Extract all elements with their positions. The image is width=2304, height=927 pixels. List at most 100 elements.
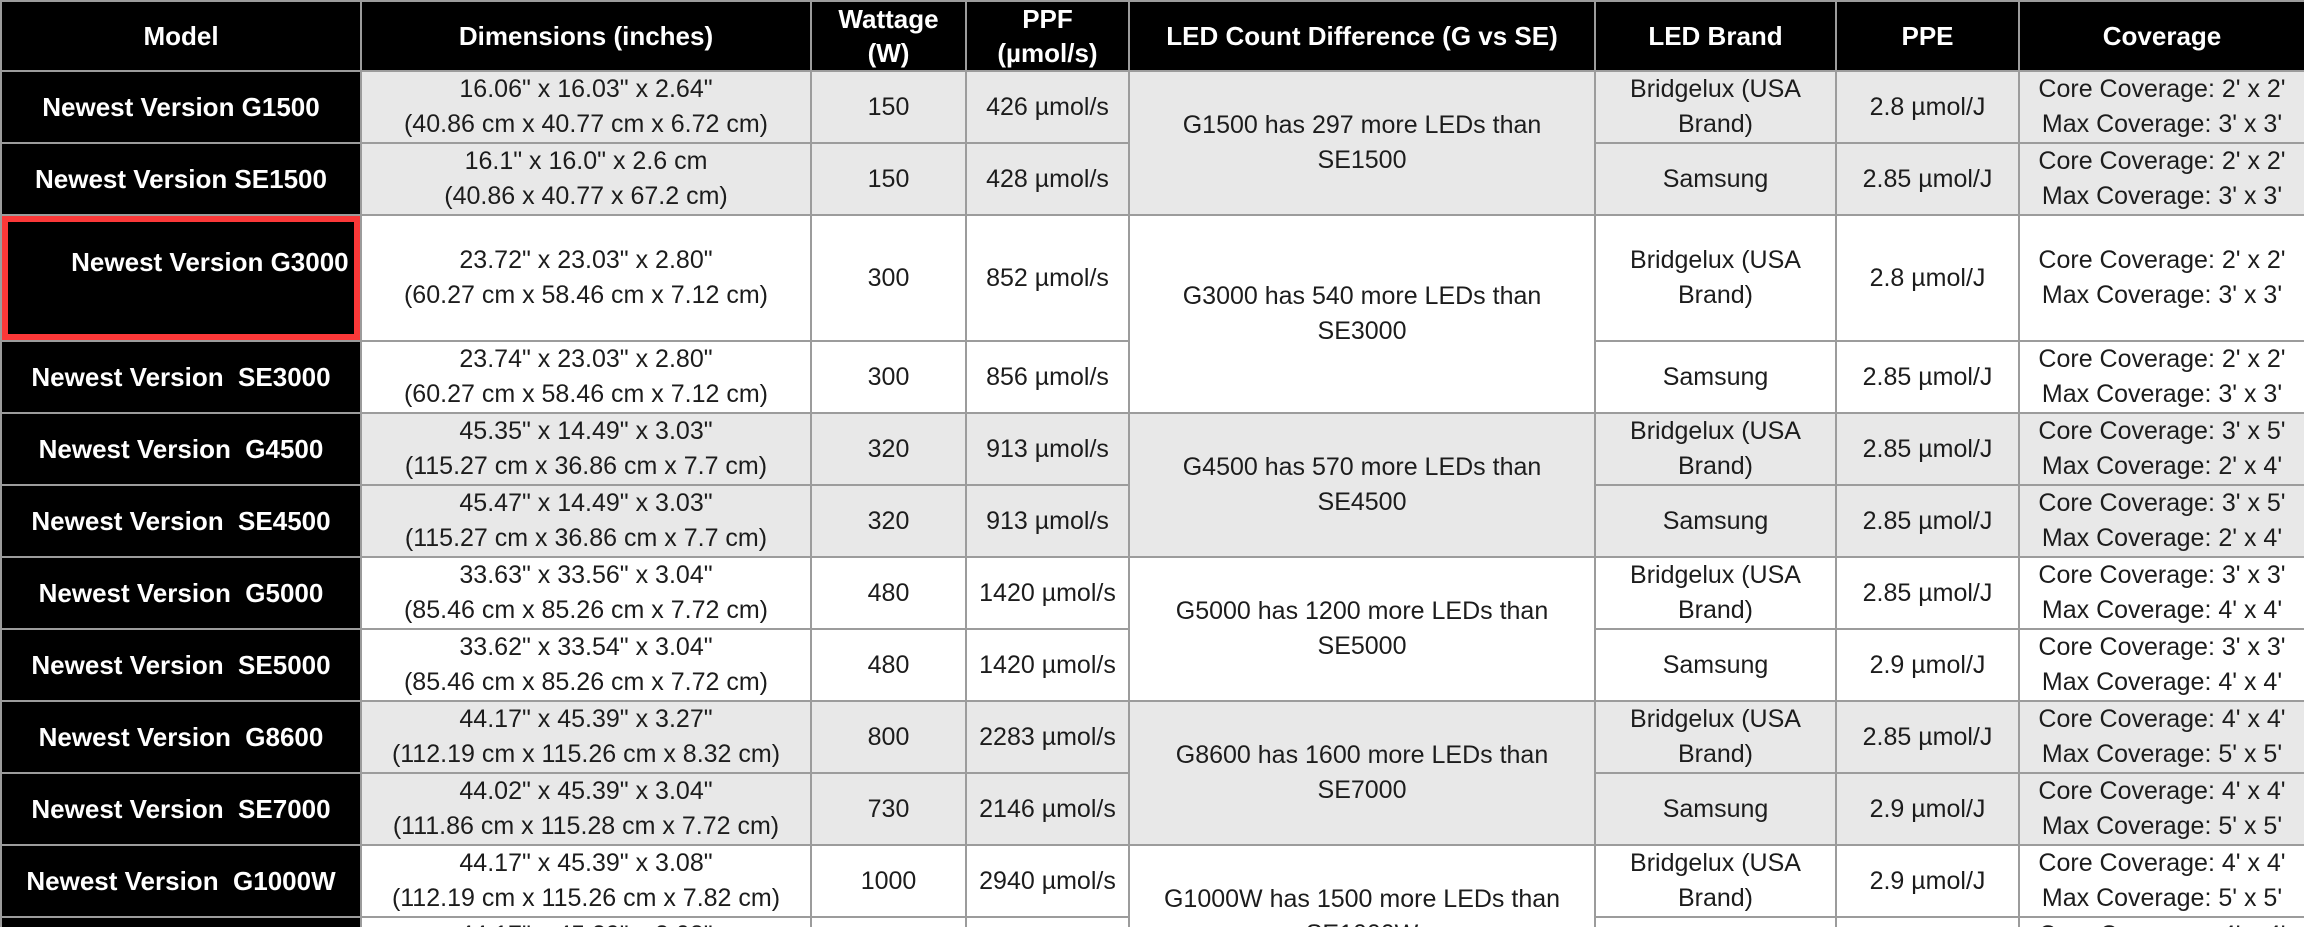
coverage-cell: Core Coverage: 3' x 5' Max Coverage: 2' … [2018,484,2304,558]
wattage-cell: 320 [810,484,967,558]
model-cell: Newest Version SE3000 [0,340,362,414]
core-coverage: Core Coverage: 4' x 4' [2028,919,2296,927]
dimensions-cell: 45.35" x 14.49" x 3.03" (115.27 cm x 36.… [360,412,812,486]
core-coverage: Core Coverage: 4' x 4' [2038,849,2286,877]
core-coverage: Core Coverage: 3' x 5' [2038,489,2286,517]
ppe-cell: 2.85 µmol/J [1835,340,2020,414]
led-brand-cell: Bridgelux (USA Brand) [1594,214,1837,342]
wattage-cell: 320 [810,412,967,486]
table-row-se5000: Newest Version SE5000 33.62" x 33.54" x … [0,628,2304,702]
ppf-cell: 2940 µmol/s [965,916,1130,927]
model-cell: Newest Version SE7000 [0,772,362,846]
coverage-cell: Core Coverage: 2' x 2' Max Coverage: 3' … [2018,340,2304,414]
model-cell: Newest Version G8600 [0,700,362,774]
coverage-cell: Core Coverage: 3' x 5' Max Coverage: 2' … [2018,412,2304,486]
led-diff-cell: G3000 has 540 more LEDs than SE3000 [1128,214,1596,414]
ppe-cell: 2.9 µmol/J [1835,844,2020,918]
ppe-cell: 2.9 µmol/J [1835,772,2020,846]
max-coverage: Max Coverage: 3' x 3' [2041,110,2283,138]
coverage-cell: Core Coverage: 4' x 4' Max Coverage: 5' … [2018,844,2304,918]
led-diff-line2: SE3000 [1317,317,1407,345]
dimensions-cell: 44.17" x 45.39" x 3.08" (112.19 cm x 115… [360,844,812,918]
model-cell: Newest Version SE4500 [0,484,362,558]
wattage-cell: 800 [810,700,967,774]
led-brand-cell: Samsung [1594,142,1837,216]
dimensions-cm: (60.27 cm x 58.46 cm x 7.12 cm) [403,281,769,309]
coverage-cell: Core Coverage: 4' x 4' Max Coverage: 5' … [2018,772,2304,846]
core-coverage: Core Coverage: 2' x 2' [2038,147,2286,175]
model-cell-highlighted: Newest Version G3000 [0,214,362,342]
wattage-cell: 150 [810,142,967,216]
led-diff-line1: G1500 has 297 more LEDs than [1182,111,1542,139]
ppf-cell: 2283 µmol/s [965,700,1130,774]
table-row-se3000: Newest Version SE3000 23.74" x 23.03" x … [0,340,2304,414]
model-cell: Newest Version G1500 [0,70,362,144]
wattage-cell: 300 [810,214,967,342]
led-diff-line1: G8600 has 1600 more LEDs than [1175,741,1549,769]
model-cell: Newest Version SE1000W [0,916,362,927]
max-coverage: Max Coverage: 4' x 4' [2041,596,2283,624]
core-coverage: Core Coverage: 4' x 4' [2038,777,2286,805]
led-brand-cell: Samsung [1594,484,1837,558]
led-diff-cell: G5000 has 1200 more LEDs than SE5000 [1128,556,1596,702]
ppe-cell: 2.9 µmol/J [1835,916,2020,927]
header-led-brand: LED Brand [1594,0,1837,72]
coverage-cell: Core Coverage: 3' x 3' Max Coverage: 4' … [2018,628,2304,702]
dimensions-cm: (115.27 cm x 36.86 cm x 7.7 cm) [404,524,768,552]
led-brand-cell: Bridgelux (USA Brand) [1594,844,1837,918]
dimensions-cell: 16.1" x 16.0" x 2.6 cm (40.86 x 40.77 x … [360,142,812,216]
dimensions-inches: 45.47" x 14.49" x 3.03" [459,489,713,517]
led-brand-cell: Samsung [1594,340,1837,414]
dimensions-cell: 33.63" x 33.56" x 3.04" (85.46 cm x 85.2… [360,556,812,630]
coverage-cell: Core Coverage: 2' x 2' Max Coverage: 3' … [2018,142,2304,216]
dimensions-cell: 44.17" x 45.39" x 3.08" (112.19 cm x 115… [360,916,812,927]
core-coverage: Core Coverage: 2' x 2' [2038,246,2286,274]
header-led-count-difference: LED Count Difference (G vs SE) [1128,0,1596,72]
header-wattage-line1: Wattage [838,4,939,34]
dimensions-cell: 33.62" x 33.54" x 3.04" (85.46 cm x 85.2… [360,628,812,702]
core-coverage: Core Coverage: 4' x 4' [2038,705,2286,733]
table-row-se7000: Newest Version SE7000 44.02" x 45.39" x … [0,772,2304,846]
ppf-cell: 1420 µmol/s [965,628,1130,702]
table-row-g1500: Newest Version G1500 16.06" x 16.03" x 2… [0,70,2304,216]
max-coverage: Max Coverage: 5' x 5' [2041,884,2283,912]
wattage-cell: 1000 [810,844,967,918]
dimensions-inches: 44.02" x 45.39" x 3.04" [459,777,713,805]
ppe-cell: 2.85 µmol/J [1835,142,2020,216]
dimensions-inches: 44.17" x 45.39" x 3.08" [459,849,713,877]
led-brand-cell: Samsung [1594,916,1837,927]
header-coverage: Coverage [2018,0,2304,72]
led-brand-cell: Bridgelux (USA Brand) [1594,412,1837,486]
dimensions-inches: 44.17" x 45.39" x 3.27" [459,705,713,733]
model-cell: Newest Version SE1500 [0,142,362,216]
header-ppe: PPE [1835,0,2020,72]
dimensions-cm: (85.46 cm x 85.26 cm x 7.72 cm) [403,668,769,696]
ppe-cell: 2.9 µmol/J [1835,628,2020,702]
dimensions-cell: 23.74" x 23.03" x 2.80" (60.27 cm x 58.4… [360,340,812,414]
led-brand-cell: Bridgelux (USA Brand) [1594,700,1837,774]
core-coverage: Core Coverage: 3' x 3' [2038,633,2286,661]
led-brand-cell: Bridgelux (USA Brand) [1594,556,1837,630]
dimensions-inches: 44.17" x 45.39" x 3.08" [370,919,802,927]
wattage-cell: 150 [810,70,967,144]
max-coverage: Max Coverage: 3' x 3' [2041,281,2283,309]
wattage-cell: 300 [810,340,967,414]
dimensions-cm: (40.86 cm x 40.77 cm x 6.72 cm) [403,110,769,138]
dimensions-inches: 45.35" x 14.49" x 3.03" [459,417,713,445]
max-coverage: Max Coverage: 4' x 4' [2041,668,2283,696]
highlight-box [3,217,359,339]
header-wattage: Wattage (W) [810,0,967,72]
led-brand-cell: Samsung [1594,628,1837,702]
table-row-g1000w: Newest Version G1000W 44.17" x 45.39" x … [0,844,2304,927]
ppf-cell: 856 µmol/s [965,340,1130,414]
dimensions-cm: (111.86 cm x 115.28 cm x 7.72 cm) [392,812,780,840]
dimensions-cm: (112.19 cm x 115.26 cm x 8.32 cm) [391,740,781,768]
ppf-cell: 1420 µmol/s [965,556,1130,630]
max-coverage: Max Coverage: 5' x 5' [2041,812,2283,840]
ppe-cell: 2.85 µmol/J [1835,700,2020,774]
ppf-cell: 428 µmol/s [965,142,1130,216]
ppf-cell: 2940 µmol/s [965,844,1130,918]
ppe-cell: 2.85 µmol/J [1835,484,2020,558]
coverage-cell: Core Coverage: 2' x 2' Max Coverage: 3' … [2018,70,2304,144]
table-row-g3000: Newest Version G3000 23.72" x 23.03" x 2… [0,214,2304,414]
